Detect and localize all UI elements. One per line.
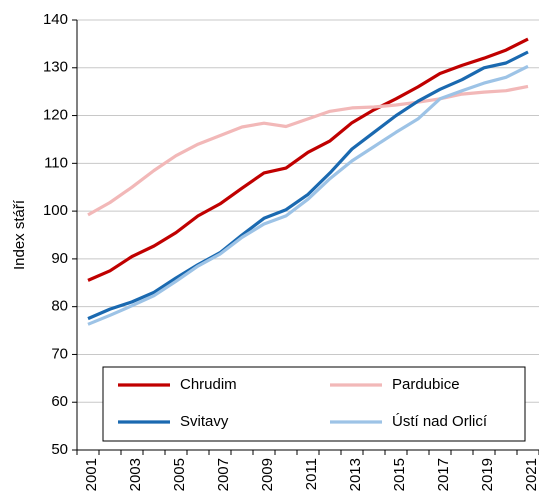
x-tick-label: 2019 [479,458,496,491]
y-tick-label: 100 [43,202,68,219]
x-tick-label: 2017 [435,458,452,491]
y-tick-label: 110 [44,154,68,171]
y-tick-label: 90 [51,250,68,267]
x-tick-label: 2009 [259,458,276,491]
x-tick-label: 2015 [391,458,408,491]
series-line [87,37,529,282]
x-tick-label: 2011 [303,458,320,490]
y-axis-label: Index stáří [11,199,28,270]
x-tick-label: 2013 [347,458,364,491]
legend-box [102,366,526,442]
x-tick-label: 2007 [215,458,232,491]
x-tick-label: 2005 [171,458,188,491]
x-tick-label: 2003 [127,458,144,491]
y-tick-label: 60 [51,393,68,410]
legend-label: Svitavy [180,413,229,430]
y-tick-label: 70 [51,345,68,362]
series-line [87,84,529,217]
y-tick-label: 50 [51,441,68,458]
series-line [87,50,529,321]
y-tick-label: 80 [51,298,68,315]
y-tick-label: 140 [43,11,68,28]
x-tick-label: 2001 [83,458,100,491]
series-line [87,64,529,326]
legend-label: Chrudim [180,376,237,393]
y-tick-label: 120 [43,107,68,124]
x-tick-label: 2021 [523,458,539,491]
legend-label: Pardubice [392,376,460,393]
y-tick-label: 130 [43,59,68,76]
legend-label: Ústí nad Orlicí [392,413,488,430]
